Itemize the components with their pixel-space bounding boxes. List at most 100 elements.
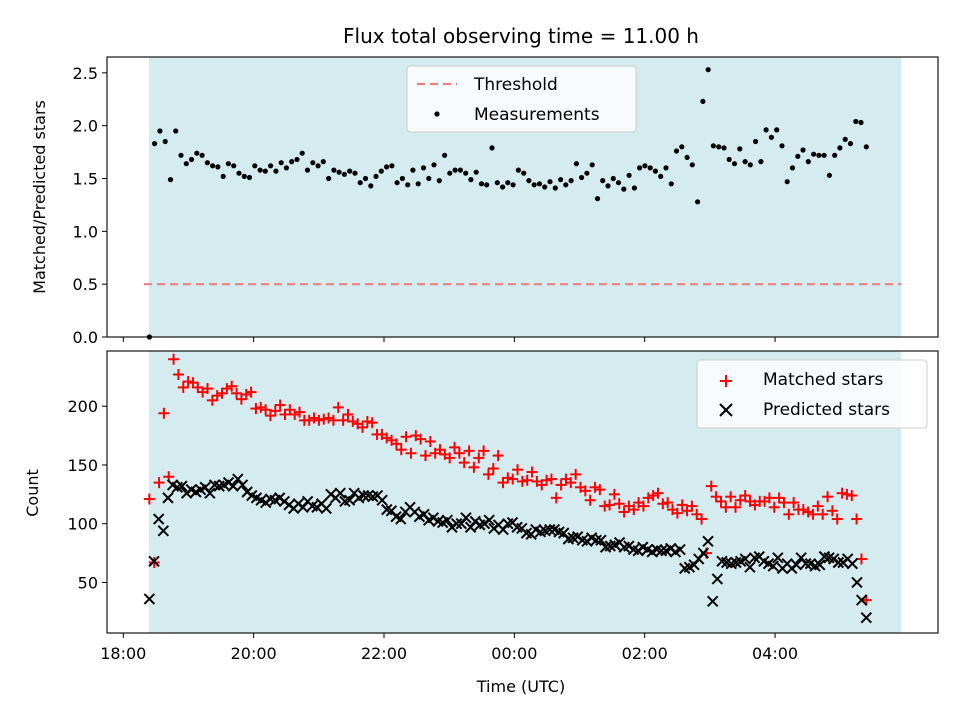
measurement-point [531, 182, 537, 188]
matched-stars-point [846, 490, 858, 502]
matched-stars-point [642, 492, 654, 504]
matched-stars-point [763, 492, 775, 504]
predicted-stars-point [395, 513, 407, 525]
matched-stars-point [221, 383, 233, 395]
matched-stars-point [516, 475, 528, 487]
predicted-stars-point [176, 480, 188, 492]
predicted-stars-point [846, 557, 859, 570]
top-x-ticks [122, 337, 776, 342]
matched-stars-point [284, 404, 296, 416]
matched-stars-point [274, 399, 286, 411]
matched-stars-point [143, 493, 155, 505]
matched-stars-point [855, 553, 867, 565]
measurement-point [579, 174, 585, 181]
measurement-point [336, 169, 342, 175]
measurement-point [204, 160, 210, 166]
matched-stars-point [473, 452, 485, 464]
measurement-point [299, 150, 305, 156]
matched-stars-point [172, 369, 184, 380]
matched-stars-point [681, 505, 693, 517]
matched-stars-point [260, 404, 272, 416]
x-tick-label: 20:00 [231, 644, 277, 663]
predicted-stars-point [772, 552, 784, 564]
measurement-point [463, 170, 469, 176]
measurement-point [863, 144, 869, 150]
matched-stars-point [478, 445, 490, 457]
predicted-stars-point [744, 561, 756, 573]
matched-stars-point [536, 479, 548, 491]
predicted-stars-point [832, 556, 845, 569]
predicted-stars-point [711, 573, 724, 585]
measurement-point [689, 162, 695, 168]
measurement-point [368, 183, 374, 189]
matched-stars-point [390, 438, 402, 450]
matched-stars-point [671, 507, 683, 519]
predicted-stars-point [343, 494, 356, 506]
measurement-point [436, 178, 442, 184]
matched-stars-point [608, 488, 620, 500]
measurement-point [194, 150, 200, 156]
measurement-point [615, 180, 622, 186]
predicted-stars-point [357, 489, 370, 502]
matched-stars-point [618, 506, 630, 518]
measurement-point [199, 152, 205, 158]
measurement-point [347, 168, 353, 174]
bottom-axes-frame [106, 350, 939, 634]
measurement-point [326, 175, 332, 182]
matched-stars-point [216, 387, 228, 399]
predicted-stars-point [702, 535, 714, 548]
measurement-point [405, 182, 411, 188]
measurement-point [652, 168, 659, 174]
matched-stars-point [182, 376, 194, 388]
matched-stars-point [250, 403, 262, 415]
bottom-y-tick-label: 50 [78, 573, 98, 592]
matched-stars-point [400, 431, 412, 443]
measurement-point [389, 163, 395, 169]
matched-stars-point [662, 497, 674, 509]
matched-stars-point [686, 500, 698, 512]
matched-stars-point [730, 501, 742, 513]
matched-stars-point [313, 414, 325, 426]
measurement-point [605, 183, 611, 189]
matched-stars-point [366, 417, 378, 429]
matched-stars-point [337, 414, 349, 426]
matched-stars-point [381, 432, 393, 444]
matched-stars-point [468, 461, 480, 473]
bottom-x-axis: 18:00 20:00 22:00 00:00 02:00 04:00 [100, 633, 798, 663]
measurement-point [536, 181, 543, 187]
matched-stars-point [211, 390, 223, 402]
matched-stars-point [206, 394, 218, 406]
matched-stars-point [192, 381, 204, 393]
matched-stars-point [715, 495, 727, 507]
matched-stars-point [255, 401, 267, 413]
measurement-point [384, 164, 390, 170]
matched-stars-point [332, 401, 344, 413]
measurement-point [758, 159, 764, 165]
matched-stars-point [599, 500, 611, 512]
measurement-point [779, 143, 785, 149]
measurement-point [410, 167, 416, 173]
matched-stars-point [725, 491, 737, 503]
matched-stars-point [579, 485, 591, 497]
matched-stars-point [851, 513, 863, 525]
measurement-point [673, 148, 680, 154]
matched-stars-point [424, 435, 436, 447]
top-y-tick-label: 0.0 [73, 328, 98, 347]
predicted-stars-point [227, 480, 239, 492]
matched-stars-point [449, 441, 461, 453]
measurement-point [210, 163, 216, 169]
predicted-stars-point [162, 492, 174, 504]
predicted-stars-point [706, 595, 719, 607]
measurement-point [594, 196, 601, 202]
bottom-legend: Matched stars Predicted stars [696, 359, 928, 429]
matched-stars-point [812, 500, 824, 512]
matched-stars-point [676, 499, 688, 511]
matched-stars-point [502, 472, 514, 484]
measurement-point [589, 162, 595, 168]
measurement-point [252, 163, 258, 169]
measurement-point [832, 152, 838, 158]
matched-stars-point [647, 490, 659, 502]
measurement-point [721, 145, 727, 151]
measurement-point [573, 161, 580, 167]
matched-stars-point [657, 498, 669, 510]
